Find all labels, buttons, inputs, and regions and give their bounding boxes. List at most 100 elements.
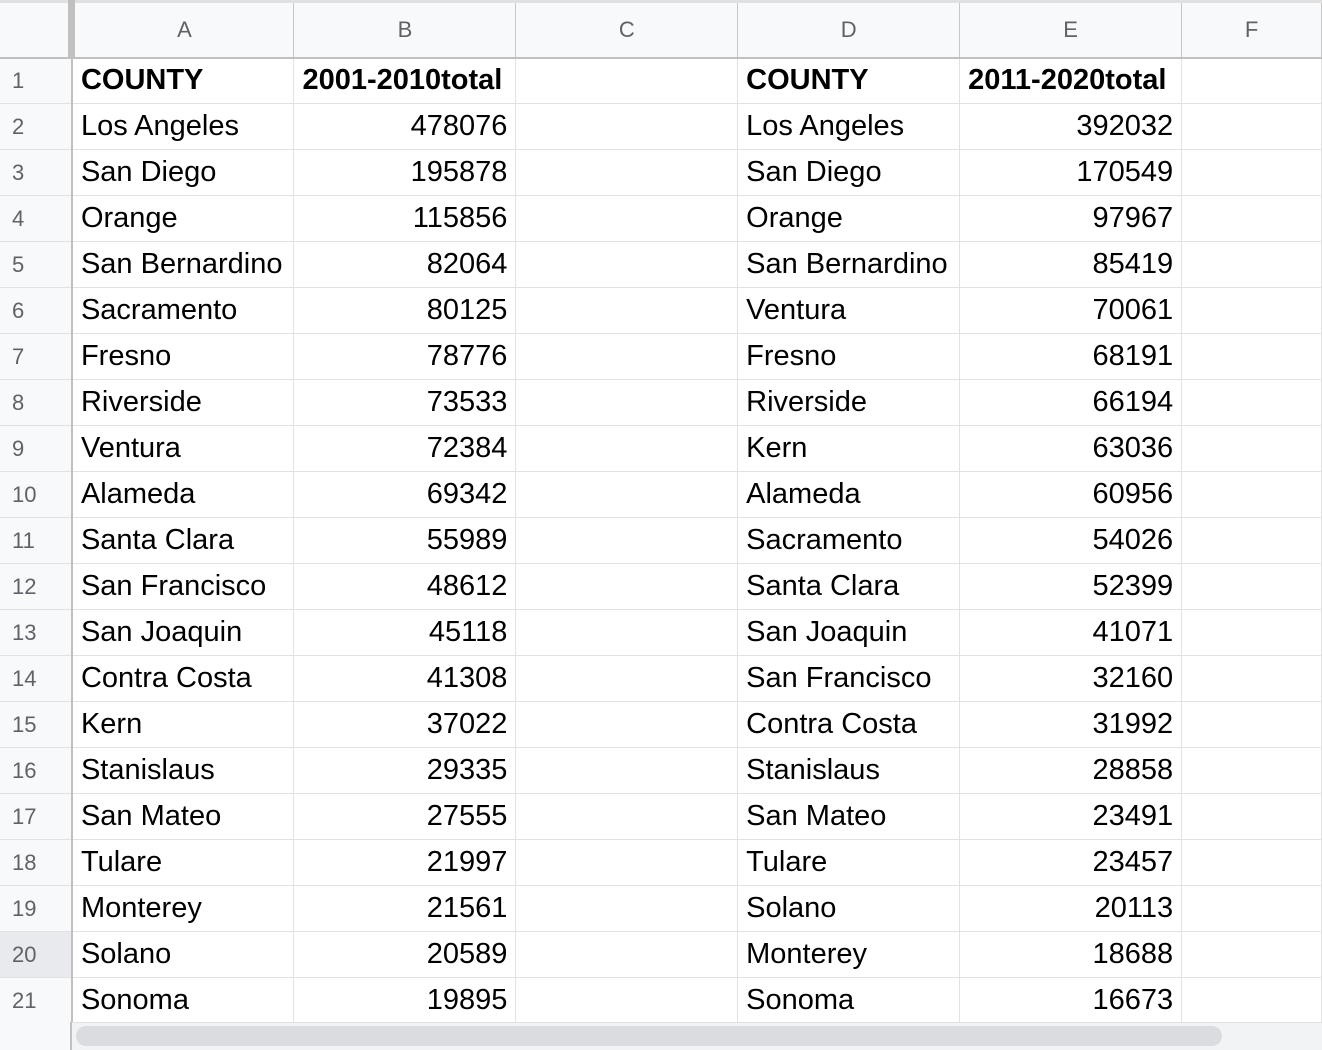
column-header-f[interactable]: F — [1181, 0, 1322, 59]
cell-b11[interactable]: 55989 — [293, 517, 517, 564]
cell-b12[interactable]: 48612 — [293, 563, 517, 610]
cell-e9[interactable]: 63036 — [959, 425, 1183, 472]
cell-d5[interactable]: San Bernardino — [737, 241, 961, 288]
column-header-d[interactable]: D — [737, 0, 961, 59]
row-header[interactable]: 16 — [0, 747, 73, 794]
row-header[interactable]: 1 — [0, 57, 73, 104]
cell-f16[interactable] — [1181, 747, 1322, 794]
cell-b5[interactable]: 82064 — [293, 241, 517, 288]
cell-c10[interactable] — [515, 471, 739, 518]
cell-e1[interactable]: 2011-2020total — [959, 57, 1183, 104]
cell-d8[interactable]: Riverside — [737, 379, 961, 426]
cell-d1[interactable]: COUNTY — [737, 57, 961, 104]
cell-c5[interactable] — [515, 241, 739, 288]
cell-f7[interactable] — [1181, 333, 1322, 380]
cell-d15[interactable]: Contra Costa — [737, 701, 961, 748]
cell-d21[interactable]: Sonoma — [737, 977, 961, 1024]
cell-a18[interactable]: Tulare — [71, 839, 295, 886]
cell-b1[interactable]: 2001-2010total — [293, 57, 517, 104]
row-header[interactable]: 9 — [0, 425, 73, 472]
cell-d14[interactable]: San Francisco — [737, 655, 961, 702]
cell-a21[interactable]: Sonoma — [71, 977, 295, 1024]
cell-b10[interactable]: 69342 — [293, 471, 517, 518]
cell-e20[interactable]: 18688 — [959, 931, 1183, 978]
cell-c18[interactable] — [515, 839, 739, 886]
cell-b14[interactable]: 41308 — [293, 655, 517, 702]
column-header-c[interactable]: C — [515, 0, 739, 59]
cell-c2[interactable] — [515, 103, 739, 150]
cell-f20[interactable] — [1181, 931, 1322, 978]
cell-d20[interactable]: Monterey — [737, 931, 961, 978]
cell-f19[interactable] — [1181, 885, 1322, 932]
cell-b6[interactable]: 80125 — [293, 287, 517, 334]
cell-d4[interactable]: Orange — [737, 195, 961, 242]
cell-d19[interactable]: Solano — [737, 885, 961, 932]
cell-d2[interactable]: Los Angeles — [737, 103, 961, 150]
cell-e19[interactable]: 20113 — [959, 885, 1183, 932]
column-header-e[interactable]: E — [959, 0, 1183, 59]
cell-b16[interactable]: 29335 — [293, 747, 517, 794]
cell-a20[interactable]: Solano — [71, 931, 295, 978]
cell-a14[interactable]: Contra Costa — [71, 655, 295, 702]
cell-c4[interactable] — [515, 195, 739, 242]
cell-f12[interactable] — [1181, 563, 1322, 610]
cell-a2[interactable]: Los Angeles — [71, 103, 295, 150]
cell-b13[interactable]: 45118 — [293, 609, 517, 656]
cell-d11[interactable]: Sacramento — [737, 517, 961, 564]
cell-b2[interactable]: 478076 — [293, 103, 517, 150]
cell-e7[interactable]: 68191 — [959, 333, 1183, 380]
cell-a13[interactable]: San Joaquin — [71, 609, 295, 656]
cell-c14[interactable] — [515, 655, 739, 702]
cell-c17[interactable] — [515, 793, 739, 840]
cell-f15[interactable] — [1181, 701, 1322, 748]
row-header[interactable]: 19 — [0, 885, 73, 932]
cell-b18[interactable]: 21997 — [293, 839, 517, 886]
cell-f9[interactable] — [1181, 425, 1322, 472]
cell-f6[interactable] — [1181, 287, 1322, 334]
cell-c12[interactable] — [515, 563, 739, 610]
row-header[interactable]: 20 — [0, 931, 73, 978]
cell-b20[interactable]: 20589 — [293, 931, 517, 978]
cell-b3[interactable]: 195878 — [293, 149, 517, 196]
cell-a6[interactable]: Sacramento — [71, 287, 295, 334]
cell-d10[interactable]: Alameda — [737, 471, 961, 518]
row-header[interactable]: 13 — [0, 609, 73, 656]
cell-f8[interactable] — [1181, 379, 1322, 426]
cell-e4[interactable]: 97967 — [959, 195, 1183, 242]
cell-f4[interactable] — [1181, 195, 1322, 242]
cell-e12[interactable]: 52399 — [959, 563, 1183, 610]
cell-d13[interactable]: San Joaquin — [737, 609, 961, 656]
cell-a11[interactable]: Santa Clara — [71, 517, 295, 564]
row-header[interactable]: 7 — [0, 333, 73, 380]
cell-e5[interactable]: 85419 — [959, 241, 1183, 288]
cell-a7[interactable]: Fresno — [71, 333, 295, 380]
cell-e16[interactable]: 28858 — [959, 747, 1183, 794]
row-header[interactable]: 4 — [0, 195, 73, 242]
column-header-a[interactable]: A — [71, 0, 295, 59]
cell-d12[interactable]: Santa Clara — [737, 563, 961, 610]
cell-f11[interactable] — [1181, 517, 1322, 564]
row-header[interactable]: 8 — [0, 379, 73, 426]
cell-e21[interactable]: 16673 — [959, 977, 1183, 1024]
cell-f13[interactable] — [1181, 609, 1322, 656]
cell-d9[interactable]: Kern — [737, 425, 961, 472]
cell-b9[interactable]: 72384 — [293, 425, 517, 472]
cell-f18[interactable] — [1181, 839, 1322, 886]
cell-c20[interactable] — [515, 931, 739, 978]
cell-e13[interactable]: 41071 — [959, 609, 1183, 656]
cell-a5[interactable]: San Bernardino — [71, 241, 295, 288]
cell-f17[interactable] — [1181, 793, 1322, 840]
cell-b21[interactable]: 19895 — [293, 977, 517, 1024]
row-header[interactable]: 14 — [0, 655, 73, 702]
cell-e10[interactable]: 60956 — [959, 471, 1183, 518]
cell-e14[interactable]: 32160 — [959, 655, 1183, 702]
cell-d16[interactable]: Stanislaus — [737, 747, 961, 794]
row-header[interactable]: 18 — [0, 839, 73, 886]
cell-c7[interactable] — [515, 333, 739, 380]
cell-a17[interactable]: San Mateo — [71, 793, 295, 840]
cell-e2[interactable]: 392032 — [959, 103, 1183, 150]
cell-a12[interactable]: San Francisco — [71, 563, 295, 610]
cell-e3[interactable]: 170549 — [959, 149, 1183, 196]
row-header[interactable]: 10 — [0, 471, 73, 518]
row-header[interactable]: 2 — [0, 103, 73, 150]
